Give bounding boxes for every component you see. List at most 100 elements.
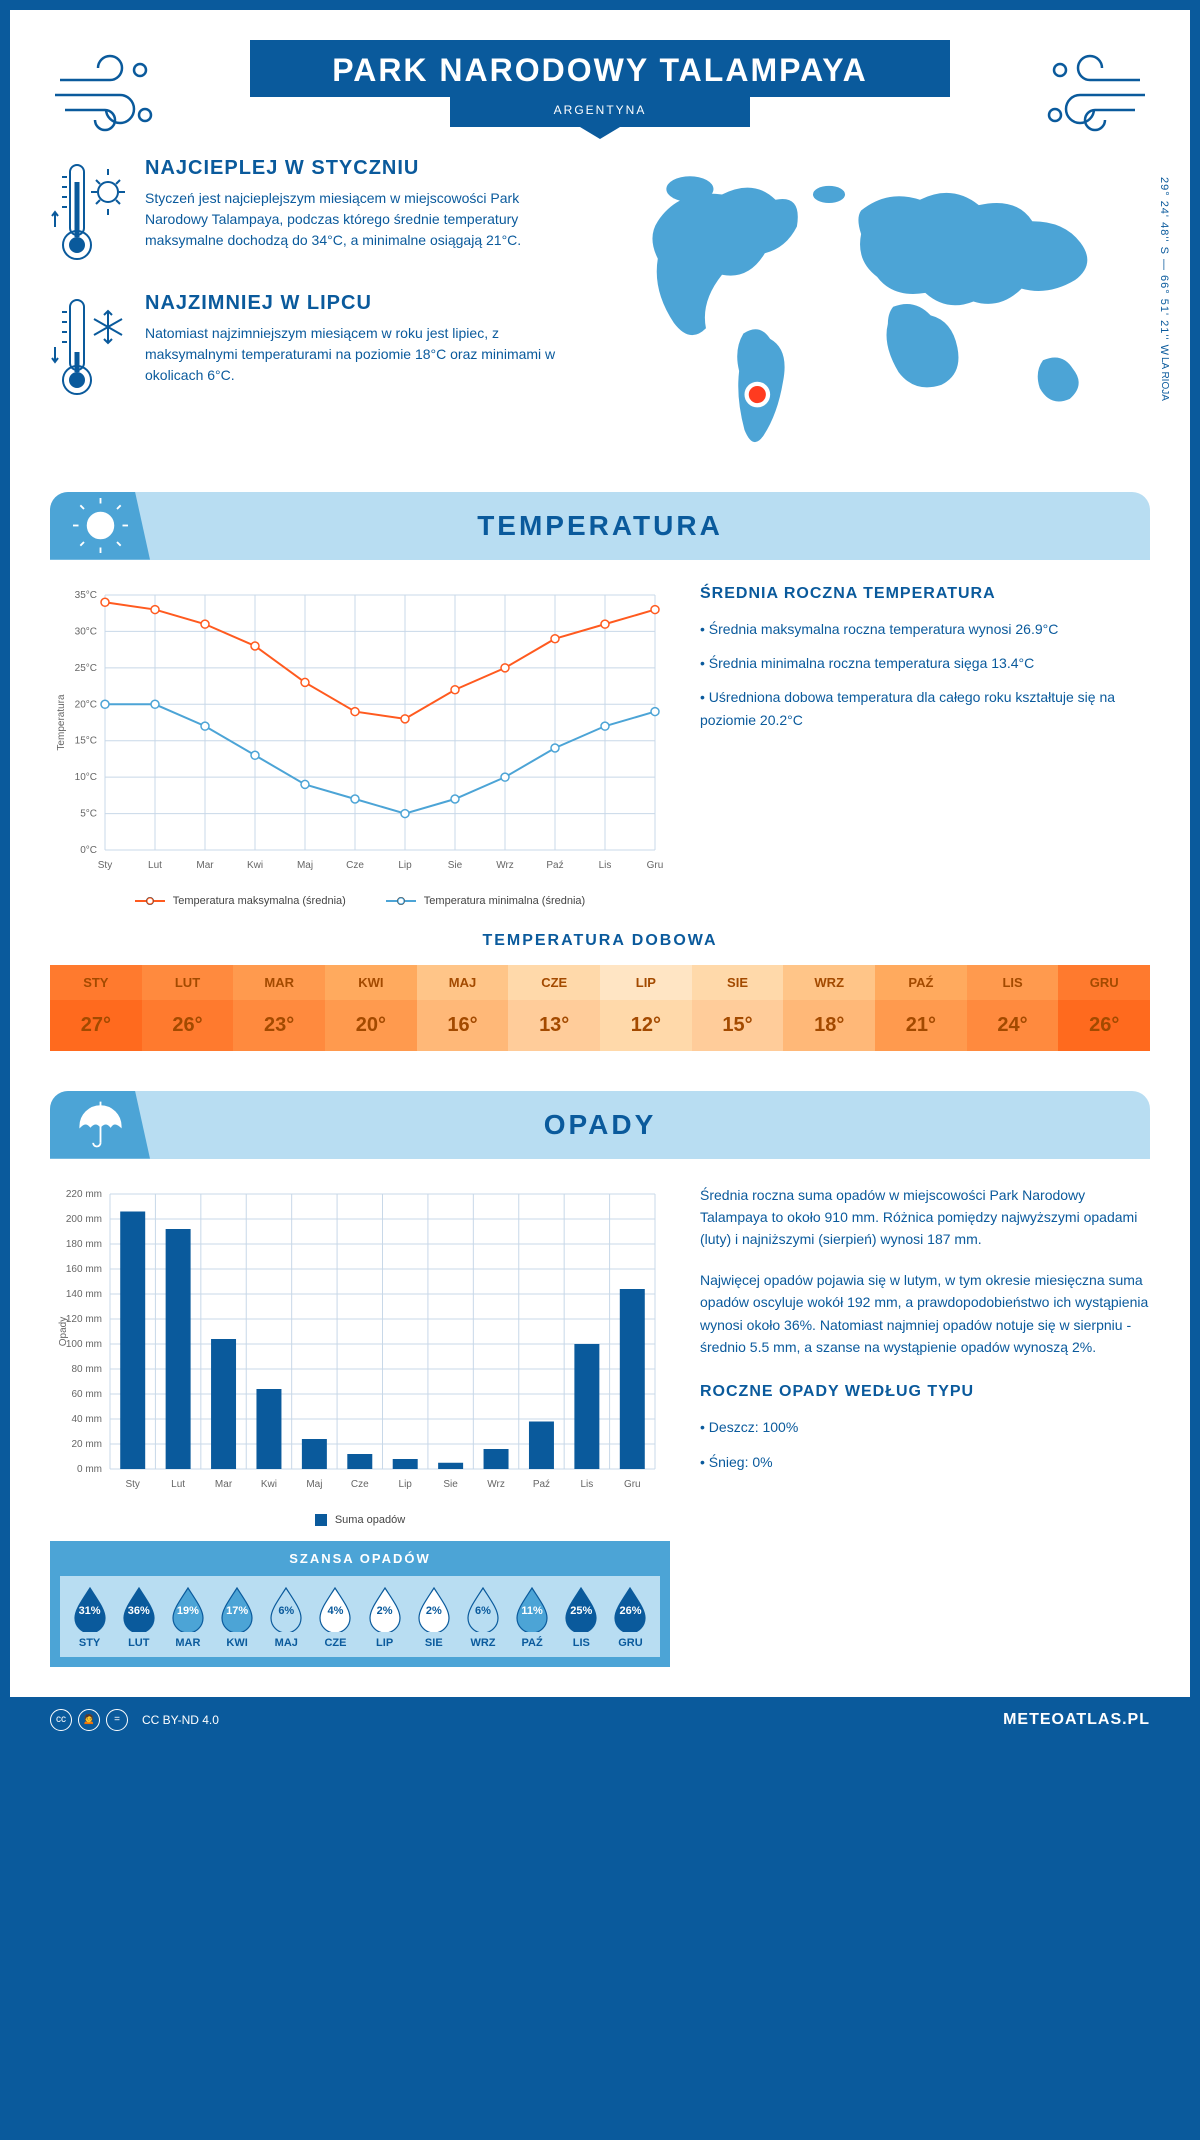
brand-label: METEOATLAS.PL [1003,1711,1150,1729]
chance-month: PAŹ [508,1637,557,1649]
header: PARK NARODOWY TALAMPAYA ARGENTYNA [50,40,1150,127]
temp-table-value: 20° [325,1000,417,1051]
svg-text:10°C: 10°C [75,772,97,783]
svg-text:Paź: Paź [546,860,563,871]
chance-value: 11% [521,1605,542,1617]
chance-value: 31% [79,1605,101,1617]
svg-text:30°C: 30°C [75,626,97,637]
infographic-page: PARK NARODOWY TALAMPAYA ARGENTYNA [10,10,1190,1743]
precip-summary: Średnia roczna suma opadów w miejscowośc… [700,1184,1150,1667]
temp-table-col: SIE 15° [692,965,784,1051]
svg-text:Gru: Gru [624,1479,641,1490]
temp-table-month: LUT [142,965,234,1000]
temp-table-value: 16° [417,1000,509,1051]
svg-text:25°C: 25°C [75,662,97,673]
chance-month: LIP [360,1637,409,1649]
precip-legend: Suma opadów [50,1514,670,1526]
temperature-section-header: TEMPERATURA [50,492,1150,560]
summary-bullet: • Śnieg: 0% [700,1451,1150,1473]
svg-text:Lut: Lut [148,860,162,871]
chance-value: 4% [327,1605,343,1617]
temp-table-month: STY [50,965,142,1000]
fact-cold-content: NAJZIMNIEJ W LIPCU Natomiast najzimniejs… [145,292,585,402]
chance-value: 2% [377,1605,393,1617]
svg-text:Mar: Mar [196,860,214,871]
temp-table-col: CZE 13° [508,965,600,1051]
thermometer-cold-icon [50,292,130,402]
temp-table-value: 21° [875,1000,967,1051]
temp-table-month: MAR [233,965,325,1000]
chance-cell: 31% STY [65,1586,114,1649]
avg-temp-title: ŚREDNIA ROCZNA TEMPERATURA [700,585,1150,603]
chance-value: 19% [177,1605,199,1617]
chance-month: KWI [213,1637,262,1649]
chance-month: GRU [606,1637,655,1649]
svg-text:Lut: Lut [171,1479,185,1490]
precip-chart-row: 0 mm20 mm40 mm60 mm80 mm100 mm120 mm140 … [50,1184,1150,1667]
chance-month: SIE [409,1637,458,1649]
temp-table-value: 27° [50,1000,142,1051]
summary-bullet: • Uśredniona dobowa temperatura dla całe… [700,686,1150,731]
world-map-icon [615,157,1150,457]
svg-text:Gru: Gru [647,860,664,871]
raindrop-icon: 26% [611,1586,649,1632]
chance-month: WRZ [458,1637,507,1649]
temp-table-month: SIE [692,965,784,1000]
temp-table-month: PAŹ [875,965,967,1000]
temp-table-value: 13° [508,1000,600,1051]
temp-table-col: LIS 24° [967,965,1059,1051]
temp-table-month: LIP [600,965,692,1000]
temp-table-col: KWI 20° [325,965,417,1051]
temp-table-col: MAR 23° [233,965,325,1051]
daily-temp-table: STY 27°LUT 26°MAR 23°KWI 20°MAJ 16°CZE 1… [50,965,1150,1051]
temp-table-value: 15° [692,1000,784,1051]
legend-item: Temperatura minimalna (średnia) [386,895,585,907]
nd-icon: = [106,1709,128,1731]
daily-temp-heading: TEMPERATURA DOBOWA [50,932,1150,950]
raindrop-icon: 11% [513,1586,551,1632]
svg-text:35°C: 35°C [75,590,97,601]
fact-hot-text: Styczeń jest najcieplejszym miesiącem w … [145,188,585,251]
temp-table-month: LIS [967,965,1059,1000]
chance-month: LUT [114,1637,163,1649]
chance-cell: 2% LIP [360,1586,409,1649]
svg-text:Lip: Lip [399,1479,413,1490]
temp-table-col: PAŹ 21° [875,965,967,1051]
fact-cold: NAJZIMNIEJ W LIPCU Natomiast najzimniejs… [50,292,585,402]
raindrop-icon: 2% [415,1586,453,1632]
license-text: CC BY-ND 4.0 [142,1713,219,1727]
svg-text:Lis: Lis [580,1479,593,1490]
svg-text:20°C: 20°C [75,699,97,710]
temp-table-month: KWI [325,965,417,1000]
chance-cell: 19% MAR [163,1586,212,1649]
intro-map: 29° 24' 48'' S — 66° 51' 21'' W LA RIOJA [615,157,1150,462]
svg-text:Sie: Sie [448,860,463,871]
summary-bullet: • Deszcz: 100% [700,1416,1150,1438]
raindrop-icon: 6% [267,1586,305,1632]
temp-table-month: WRZ [783,965,875,1000]
precip-type-title: ROCZNE OPADY WEDŁUG TYPU [700,1383,1150,1401]
svg-text:200 mm: 200 mm [66,1214,102,1225]
svg-text:Wrz: Wrz [496,860,514,871]
raindrop-icon: 4% [316,1586,354,1632]
precip-chance-box: SZANSA OPADÓW 31% STY 36% LUT 19% MAR 17… [50,1541,670,1667]
location-marker-icon [747,384,768,405]
page-title: PARK NARODOWY TALAMPAYA [250,40,950,97]
svg-text:Sty: Sty [125,1479,139,1490]
chance-cell: 6% WRZ [458,1586,507,1649]
svg-text:5°C: 5°C [80,808,97,819]
fact-cold-text: Natomiast najzimniejszym miesiącem w rok… [145,323,585,386]
fact-cold-title: NAJZIMNIEJ W LIPCU [145,292,585,315]
chance-cell: 26% GRU [606,1586,655,1649]
temp-table-col: GRU 26° [1058,965,1150,1051]
footer: cc 🙍 = CC BY-ND 4.0 METEOATLAS.PL [10,1697,1190,1743]
intro-facts: NAJCIEPLEJ W STYCZNIU Styczeń jest najci… [50,157,585,462]
precip-paragraph: Średnia roczna suma opadów w miejscowośc… [700,1184,1150,1251]
chance-month: CZE [311,1637,360,1649]
chance-cell: 17% KWI [213,1586,262,1649]
temp-table-value: 12° [600,1000,692,1051]
temperature-heading: TEMPERATURA [477,510,723,541]
chance-cell: 36% LUT [114,1586,163,1649]
chance-value: 6% [278,1605,294,1617]
svg-text:80 mm: 80 mm [71,1364,102,1375]
